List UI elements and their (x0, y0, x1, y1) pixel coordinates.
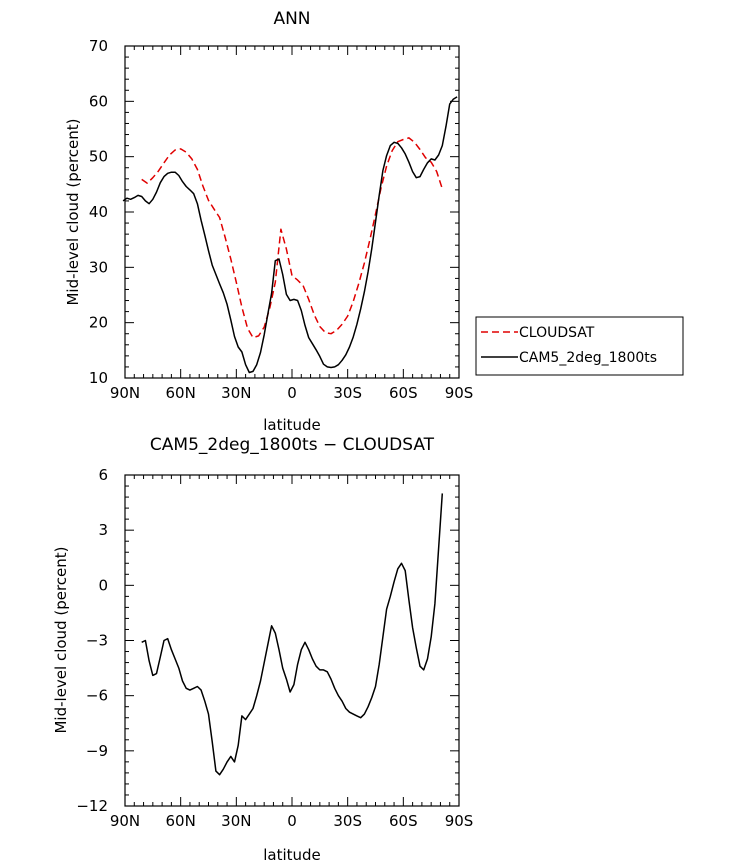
legend-label-cam5: CAM5_2deg_1800ts (519, 350, 657, 366)
panel-title-bottom: CAM5_2deg_1800ts − CLOUDSAT (150, 435, 435, 455)
y-tick-label: 6 (98, 466, 108, 484)
panel-title-top: ANN (273, 9, 310, 29)
x-axis-label-top: latitude (263, 416, 321, 434)
x-tick-label: 60S (389, 812, 418, 830)
series-layer-bottom (141, 493, 444, 776)
y-tick-label: 50 (89, 148, 108, 166)
legend-label-cloudsat: CLOUDSAT (519, 325, 595, 341)
x-tick-label: 30N (221, 812, 251, 830)
panel-annual-mean: ANN Mid-level cloud (percent) latitude 9… (64, 9, 473, 434)
x-tick-label: 60S (389, 384, 418, 402)
x-tick-label: 90N (110, 812, 140, 830)
x-tick-label: 30N (221, 384, 251, 402)
x-tick-label: 0 (287, 384, 297, 402)
tick-layer-top: 90N 60N 30N 0 30S 60S 90S 10 20 30 40 50 60 70 (89, 37, 473, 402)
x-tick-label: 30S (333, 812, 362, 830)
y-tick-label: −9 (86, 742, 108, 760)
plot-frame-bottom (124, 474, 460, 807)
y-axis-label-top: Mid-level cloud (percent) (64, 118, 82, 305)
legend: CLOUDSAT CAM5_2deg_1800ts (475, 316, 684, 376)
y-tick-label: 3 (98, 521, 108, 539)
x-tick-label: 30S (333, 384, 362, 402)
y-axis-label-bottom: Mid-level cloud (percent) (52, 546, 70, 733)
x-tick-label: 90N (110, 384, 140, 402)
plot-frame-top (124, 45, 460, 379)
y-tick-label: 0 (98, 576, 108, 594)
panel-difference: CAM5_2deg_1800ts − CLOUDSAT Mid-level cl… (52, 435, 473, 864)
x-tick-label: 90S (445, 812, 474, 830)
x-tick-label: 90S (445, 384, 474, 402)
x-axis-label-bottom: latitude (263, 846, 321, 864)
tick-layer-bottom: 90N 60N 30N 0 30S 60S 90S −12 −9 −6 −3 0 3 6 (76, 466, 473, 830)
legend-box (475, 316, 684, 376)
series-layer-top (122, 96, 458, 374)
y-tick-label: −6 (86, 687, 108, 705)
y-tick-label: 10 (89, 369, 108, 387)
y-tick-label: 60 (89, 92, 108, 110)
series-line-difference (141, 493, 444, 776)
y-tick-label: 20 (89, 314, 108, 332)
y-tick-label: −3 (86, 632, 108, 650)
x-tick-label: 60N (166, 812, 196, 830)
x-tick-label: 60N (166, 384, 196, 402)
y-tick-label: 70 (89, 37, 108, 55)
series-line-cloudsat (141, 137, 444, 339)
series-line-cam5-2deg-1800ts (122, 96, 458, 374)
y-tick-label: 40 (89, 203, 108, 221)
y-tick-label: −12 (76, 797, 108, 815)
y-tick-label: 30 (89, 258, 108, 276)
x-tick-label: 0 (287, 812, 297, 830)
